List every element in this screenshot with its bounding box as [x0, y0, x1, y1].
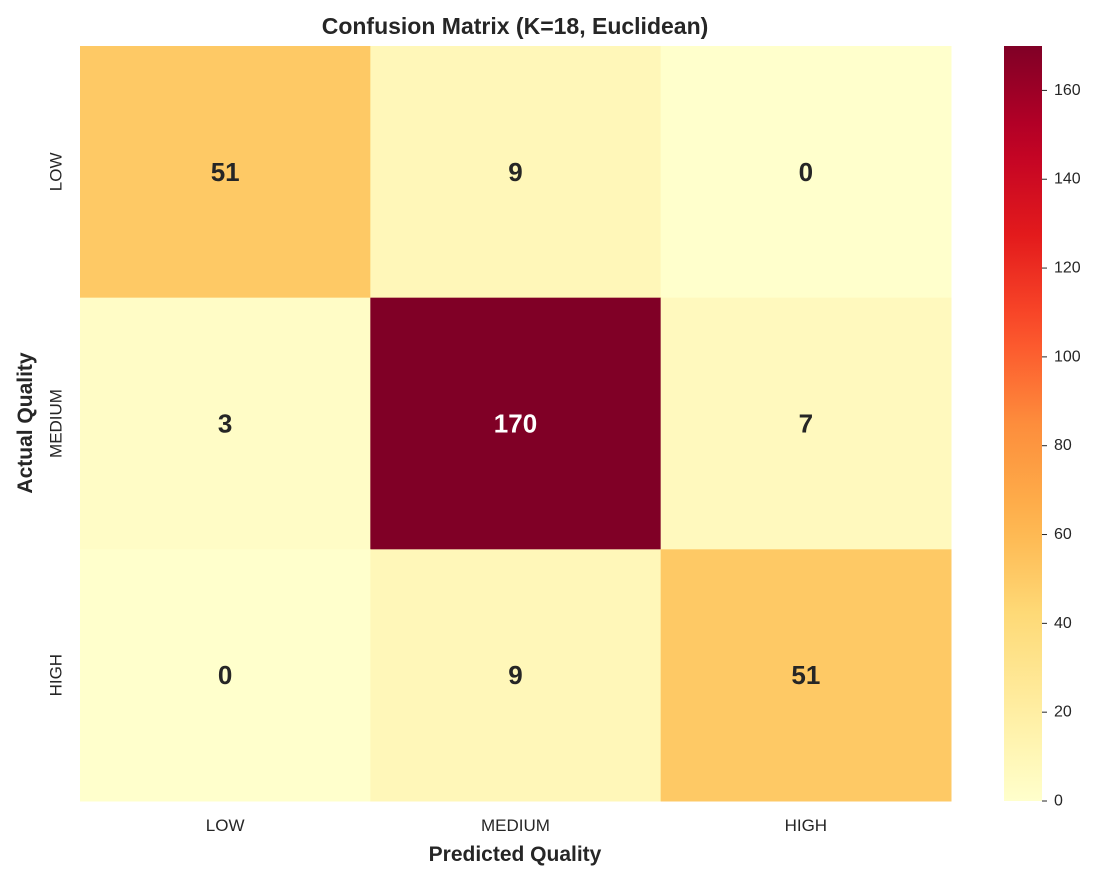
colorbar-tick-label: 120 [1054, 260, 1081, 277]
colorbar-tick-label: 80 [1054, 437, 1072, 454]
heatmap-cell [80, 46, 371, 299]
y-tick-label: HIGH [47, 654, 66, 697]
cell-value-label: 9 [508, 660, 522, 690]
colorbar-tick-label: 0 [1054, 793, 1063, 810]
x-axis-label: Predicted Quality [429, 843, 602, 866]
heatmap-cell [660, 297, 952, 550]
x-tick-label: LOW [206, 816, 245, 835]
colorbar-tick-label: 160 [1054, 82, 1081, 99]
cell-value-label: 170 [494, 409, 537, 439]
heatmap-cells [80, 46, 952, 802]
heatmap-cell [370, 549, 662, 802]
y-tick-label: MEDIUM [47, 389, 66, 458]
x-tick-label: MEDIUM [481, 816, 550, 835]
colorbar-gradient [1004, 46, 1042, 801]
heatmap-cell [80, 549, 371, 802]
cell-value-label: 51 [211, 157, 240, 187]
cell-value-label: 7 [799, 409, 813, 439]
heatmap-cell [660, 549, 952, 802]
y-tick-label: LOW [47, 152, 66, 191]
y-tick-labels: LOW MEDIUM HIGH [47, 152, 66, 696]
cell-value-labels: 51 9 0 3 170 7 0 9 51 [211, 157, 821, 690]
cell-value-label: 51 [791, 660, 820, 690]
heatmap-cell [370, 46, 662, 299]
colorbar-tick-label: 140 [1054, 171, 1081, 188]
y-axis-label: Actual Quality [14, 352, 37, 494]
cell-value-label: 3 [218, 409, 232, 439]
colorbar-tick-label: 40 [1054, 615, 1072, 632]
colorbar-tick-label: 100 [1054, 348, 1081, 365]
x-tick-labels: LOW MEDIUM HIGH [206, 816, 827, 835]
cell-value-label: 0 [218, 660, 232, 690]
heatmap-cell [660, 46, 952, 299]
colorbar-tick-label: 20 [1054, 704, 1072, 721]
x-tick-label: HIGH [785, 816, 828, 835]
chart-title: Confusion Matrix (K=18, Euclidean) [322, 13, 709, 39]
colorbar: 0 20 40 60 80 100 120 140 160 [1004, 46, 1081, 810]
cell-value-label: 0 [799, 157, 813, 187]
cell-value-label: 9 [508, 157, 522, 187]
colorbar-tick-label: 60 [1054, 526, 1072, 543]
heatmap-cell [370, 297, 662, 550]
heatmap-cell [80, 297, 371, 550]
